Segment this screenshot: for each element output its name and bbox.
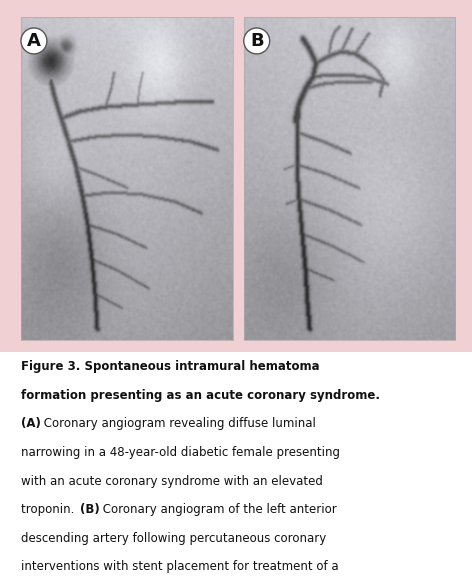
- Text: formation presenting as an acute coronary syndrome.: formation presenting as an acute coronar…: [21, 389, 380, 401]
- Text: (A): (A): [21, 417, 41, 431]
- Text: with an acute coronary syndrome with an elevated: with an acute coronary syndrome with an …: [21, 475, 323, 487]
- Text: A: A: [27, 32, 41, 50]
- Text: narrowing in a 48-year-old diabetic female presenting: narrowing in a 48-year-old diabetic fema…: [21, 446, 340, 459]
- Text: Coronary angiogram of the left anterior: Coronary angiogram of the left anterior: [100, 503, 337, 516]
- Text: Figure 3. Spontaneous intramural hematoma: Figure 3. Spontaneous intramural hematom…: [21, 360, 320, 373]
- Text: troponin.: troponin.: [21, 503, 78, 516]
- Text: interventions with stent placement for treatment of a: interventions with stent placement for t…: [21, 561, 339, 573]
- Text: descending artery following percutaneous coronary: descending artery following percutaneous…: [21, 532, 327, 545]
- Text: (B): (B): [80, 503, 100, 516]
- Text: B: B: [250, 32, 263, 50]
- Text: Coronary angiogram revealing diffuse luminal: Coronary angiogram revealing diffuse lum…: [41, 417, 316, 431]
